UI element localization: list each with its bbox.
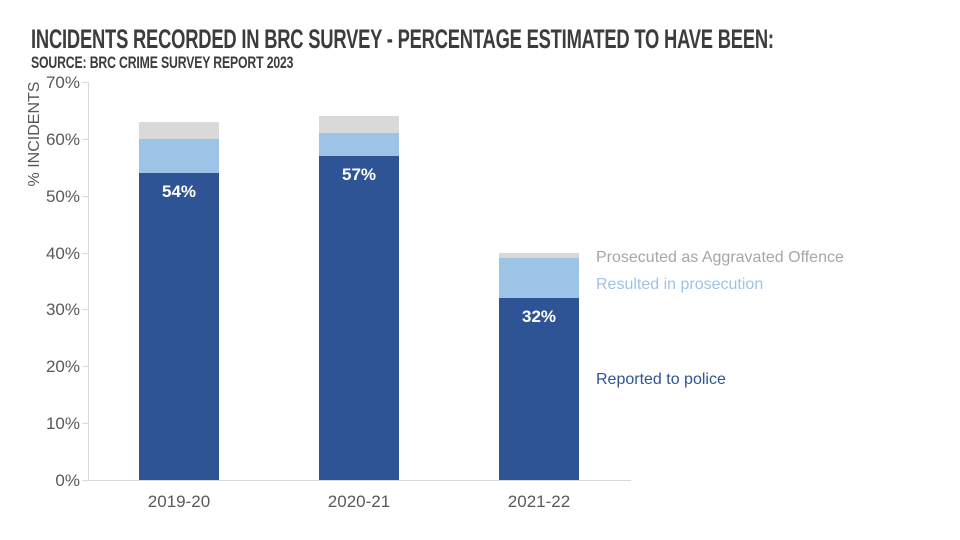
y-tick-mark: [82, 252, 88, 254]
y-tick-label: 60%: [45, 129, 80, 149]
x-tick-label-2021-22: 2021-22: [507, 492, 571, 511]
y-tick-mark: [82, 309, 88, 311]
legend-label-reported-to-police: Reported to police: [596, 371, 726, 388]
y-tick-label: 30%: [45, 300, 80, 320]
x-tick-label-2020-21: 2020-21: [327, 492, 391, 511]
x-tick-label-2019-20: 2019-20: [147, 492, 211, 511]
bar-segment-reported-to-police-2021-22: [499, 298, 579, 480]
y-tick-mark: [82, 366, 88, 368]
bar-data-label-2020-21: 57%: [341, 164, 377, 184]
bar-segment-resulted-in-prosecution-2021-22: [499, 258, 579, 299]
y-tick-mark: [82, 423, 88, 425]
chart-source-subtitle: SOURCE: BRC CRIME SURVEY REPORT 2023: [31, 53, 294, 72]
y-tick-mark: [82, 195, 88, 197]
bar-segment-reported-to-police-2019-20: [139, 172, 219, 480]
bar-segment-prosecuted-as-aggravated-offence-2020-21: [319, 116, 399, 134]
y-tick-label: 0%: [55, 471, 80, 490]
chart-title: INCIDENTS RECORDED IN BRC SURVEY - PERCE…: [31, 24, 774, 54]
x-axis-line: [88, 480, 631, 481]
bar-segment-resulted-in-prosecution-2020-21: [319, 133, 399, 156]
bar-data-label-2019-20: 54%: [161, 181, 197, 201]
y-tick-label: 10%: [45, 414, 80, 434]
y-tick-label: 50%: [45, 186, 80, 206]
y-tick-label: 70%: [45, 73, 80, 92]
bar-segment-reported-to-police-2020-21: [319, 155, 399, 480]
legend-label-prosecuted-as-aggravated-offence: Prosecuted as Aggravated Offence: [596, 249, 844, 266]
y-axis-line: [88, 82, 89, 480]
y-tick-mark: [82, 82, 88, 83]
bar-data-label-2021-22: 32%: [521, 307, 557, 327]
bar-segment-prosecuted-as-aggravated-offence-2019-20: [139, 121, 219, 139]
legend-label-resulted-in-prosecution: Resulted in prosecution: [596, 276, 764, 293]
y-tick-mark: [82, 138, 88, 140]
y-tick-label: 20%: [45, 357, 80, 377]
bar-segment-resulted-in-prosecution-2019-20: [139, 138, 219, 173]
y-tick-label: 40%: [45, 243, 80, 263]
y-tick-mark: [82, 480, 88, 481]
bar-segment-prosecuted-as-aggravated-offence-2021-22: [499, 252, 579, 259]
